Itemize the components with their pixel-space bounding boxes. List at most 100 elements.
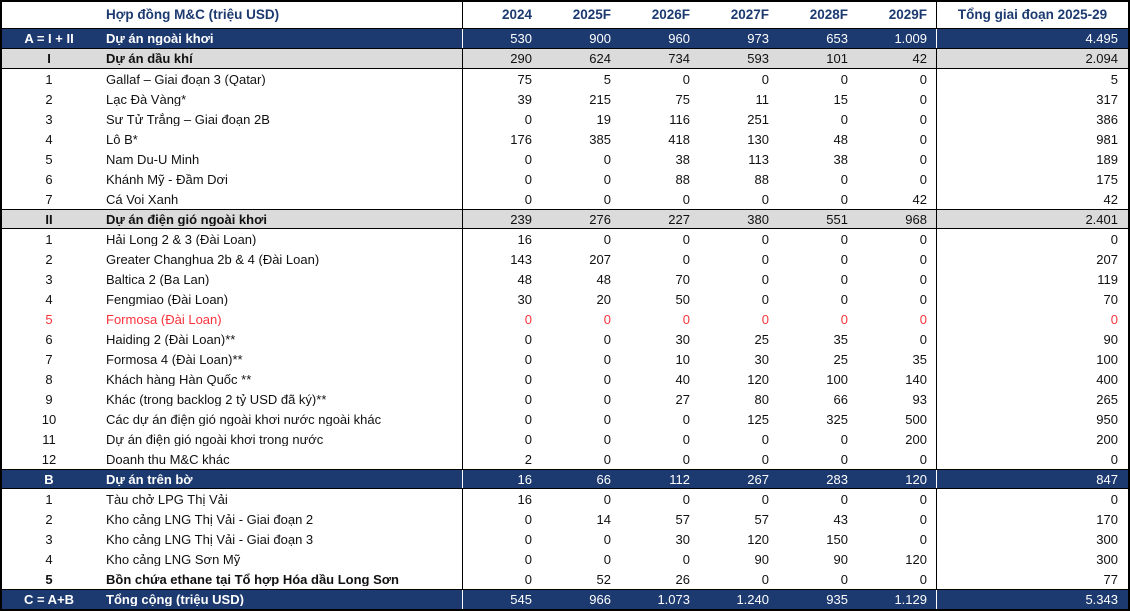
- header-contract-column-label: Hợp đồng M&C (triệu USD): [106, 8, 280, 22]
- value-cell: 0: [919, 91, 927, 107]
- value-cell: 25: [833, 351, 848, 367]
- row-label: Tổng cộng (triệu USD): [106, 593, 244, 606]
- value-cell: 30: [754, 351, 769, 367]
- row-year-values: 0 19 116 251 0 0: [462, 109, 936, 129]
- value-cell: 0: [462, 369, 541, 389]
- value-cell: 0: [682, 231, 690, 247]
- value-cell: 0: [761, 451, 769, 467]
- value-cell: 0: [761, 291, 769, 307]
- value-cell: 1.009: [894, 31, 927, 46]
- value-cell: 116: [669, 111, 690, 127]
- total-cell: 300: [936, 529, 1128, 549]
- value-cell: 125: [747, 411, 769, 427]
- value-cell: 530: [462, 29, 541, 48]
- row-code: 2: [45, 91, 53, 107]
- value-cell: 0: [840, 451, 848, 467]
- value-cell: 0: [462, 549, 541, 569]
- value-cell: 52: [596, 571, 611, 587]
- total-cell: 70: [936, 289, 1128, 309]
- value-cell: 200: [905, 431, 927, 447]
- value-cell: 10: [675, 351, 690, 367]
- row-label: Khác (trong backlog 2 tỷ USD đã ký)**: [106, 392, 327, 406]
- value-cell: 0: [462, 389, 541, 409]
- total-cell: 265: [936, 389, 1128, 409]
- value-cell: 0: [919, 451, 927, 467]
- value-cell: 0: [462, 509, 541, 529]
- row-label: Kho cảng LNG Thị Vải - Giai đoạn 3: [106, 532, 314, 546]
- value-cell: 0: [462, 429, 541, 449]
- value-cell: 20: [596, 291, 611, 307]
- total-cell: 90: [936, 329, 1128, 349]
- value-cell: 0: [919, 71, 927, 87]
- table-row: 3 Baltica 2 (Ba Lan) 48 48 70 0 0 0 119: [2, 269, 1128, 289]
- value-cell: 0: [603, 531, 611, 547]
- row-year-values: 239 276 227 380 551 968: [462, 210, 936, 228]
- value-cell: 227: [668, 211, 690, 227]
- value-cell: 276: [589, 211, 611, 227]
- value-cell: 14: [596, 511, 611, 527]
- header-year-0: 2024: [462, 2, 541, 28]
- section-row: II Dự án điện gió ngoài khơi 239 276 227 380 5…: [2, 209, 1128, 229]
- row-label: Doanh thu M&C khác: [106, 452, 230, 466]
- row-year-values: 0 0 38 113 38 0: [462, 149, 936, 169]
- value-cell: 90: [833, 551, 848, 567]
- value-cell: 38: [675, 151, 690, 167]
- value-cell: 267: [747, 471, 769, 487]
- row-code: 2: [45, 511, 53, 527]
- value-cell: 215: [589, 91, 611, 107]
- table-row: 3 Sư Tử Trắng – Giai đoạn 2B 0 19 116 251 0 0 38…: [2, 109, 1128, 129]
- value-cell: 75: [675, 91, 690, 107]
- row-code: 5: [45, 311, 53, 327]
- row-year-values: 0 0 30 120 150 0: [462, 529, 936, 549]
- value-cell: 130: [747, 131, 769, 147]
- value-cell: 0: [919, 171, 927, 187]
- row-code: 12: [41, 451, 57, 467]
- value-cell: 239: [462, 210, 541, 228]
- value-cell: 0: [761, 251, 769, 267]
- row-year-values: 0 0 0 0 0 0: [462, 309, 936, 329]
- value-cell: 0: [462, 529, 541, 549]
- total-cell: 200: [936, 429, 1128, 449]
- value-cell: 1.240: [736, 592, 769, 607]
- row-label: Cá Voi Xanh: [106, 192, 179, 206]
- value-cell: 0: [840, 251, 848, 267]
- value-cell: 0: [919, 511, 927, 527]
- header-year-2: 2026F: [651, 7, 690, 23]
- value-cell: 57: [754, 511, 769, 527]
- value-cell: 0: [603, 151, 611, 167]
- row-code: 3: [45, 111, 53, 127]
- value-cell: 624: [589, 51, 611, 66]
- value-cell: 42: [912, 191, 927, 207]
- value-cell: 0: [919, 251, 927, 267]
- value-cell: 0: [919, 111, 927, 127]
- value-cell: 90: [754, 551, 769, 567]
- value-cell: 0: [840, 231, 848, 247]
- total-cell: 4.495: [936, 29, 1128, 48]
- row-code: 3: [45, 271, 53, 287]
- value-cell: 150: [826, 531, 848, 547]
- section-row: C = A+B Tổng cộng (triệu USD) 545 966 1.073 1…: [2, 589, 1128, 609]
- row-year-values: 176 385 418 130 48 0: [462, 129, 936, 149]
- total-cell: 950: [936, 409, 1128, 429]
- row-year-values: 16 0 0 0 0 0: [462, 229, 936, 249]
- value-cell: 16: [462, 489, 541, 509]
- value-cell: 16: [462, 470, 541, 488]
- value-cell: 0: [919, 491, 927, 507]
- row-label: Hải Long 2 & 3 (Đài Loan): [106, 232, 257, 246]
- value-cell: 973: [747, 31, 769, 46]
- value-cell: 0: [682, 431, 690, 447]
- value-cell: 43: [833, 511, 848, 527]
- value-cell: 0: [840, 571, 848, 587]
- value-cell: 1.073: [657, 592, 690, 607]
- value-cell: 30: [462, 289, 541, 309]
- total-cell: 317: [936, 89, 1128, 109]
- row-label: Kho cảng LNG Thị Vải - Giai đoạn 2: [106, 512, 314, 526]
- row-code: 10: [41, 411, 57, 427]
- row-year-values: 2 0 0 0 0 0: [462, 449, 936, 469]
- table-header-row: Hợp đồng M&C (triệu USD) 2024 2025F 2026F 2…: [2, 2, 1128, 29]
- row-year-values: 0 0 0 90 90 120: [462, 549, 936, 569]
- table-row: 5 Bồn chứa ethane tại Tổ hợp Hóa dầu Long…: [2, 569, 1128, 589]
- value-cell: 26: [675, 571, 690, 587]
- total-cell: 0: [936, 229, 1128, 249]
- value-cell: 0: [603, 491, 611, 507]
